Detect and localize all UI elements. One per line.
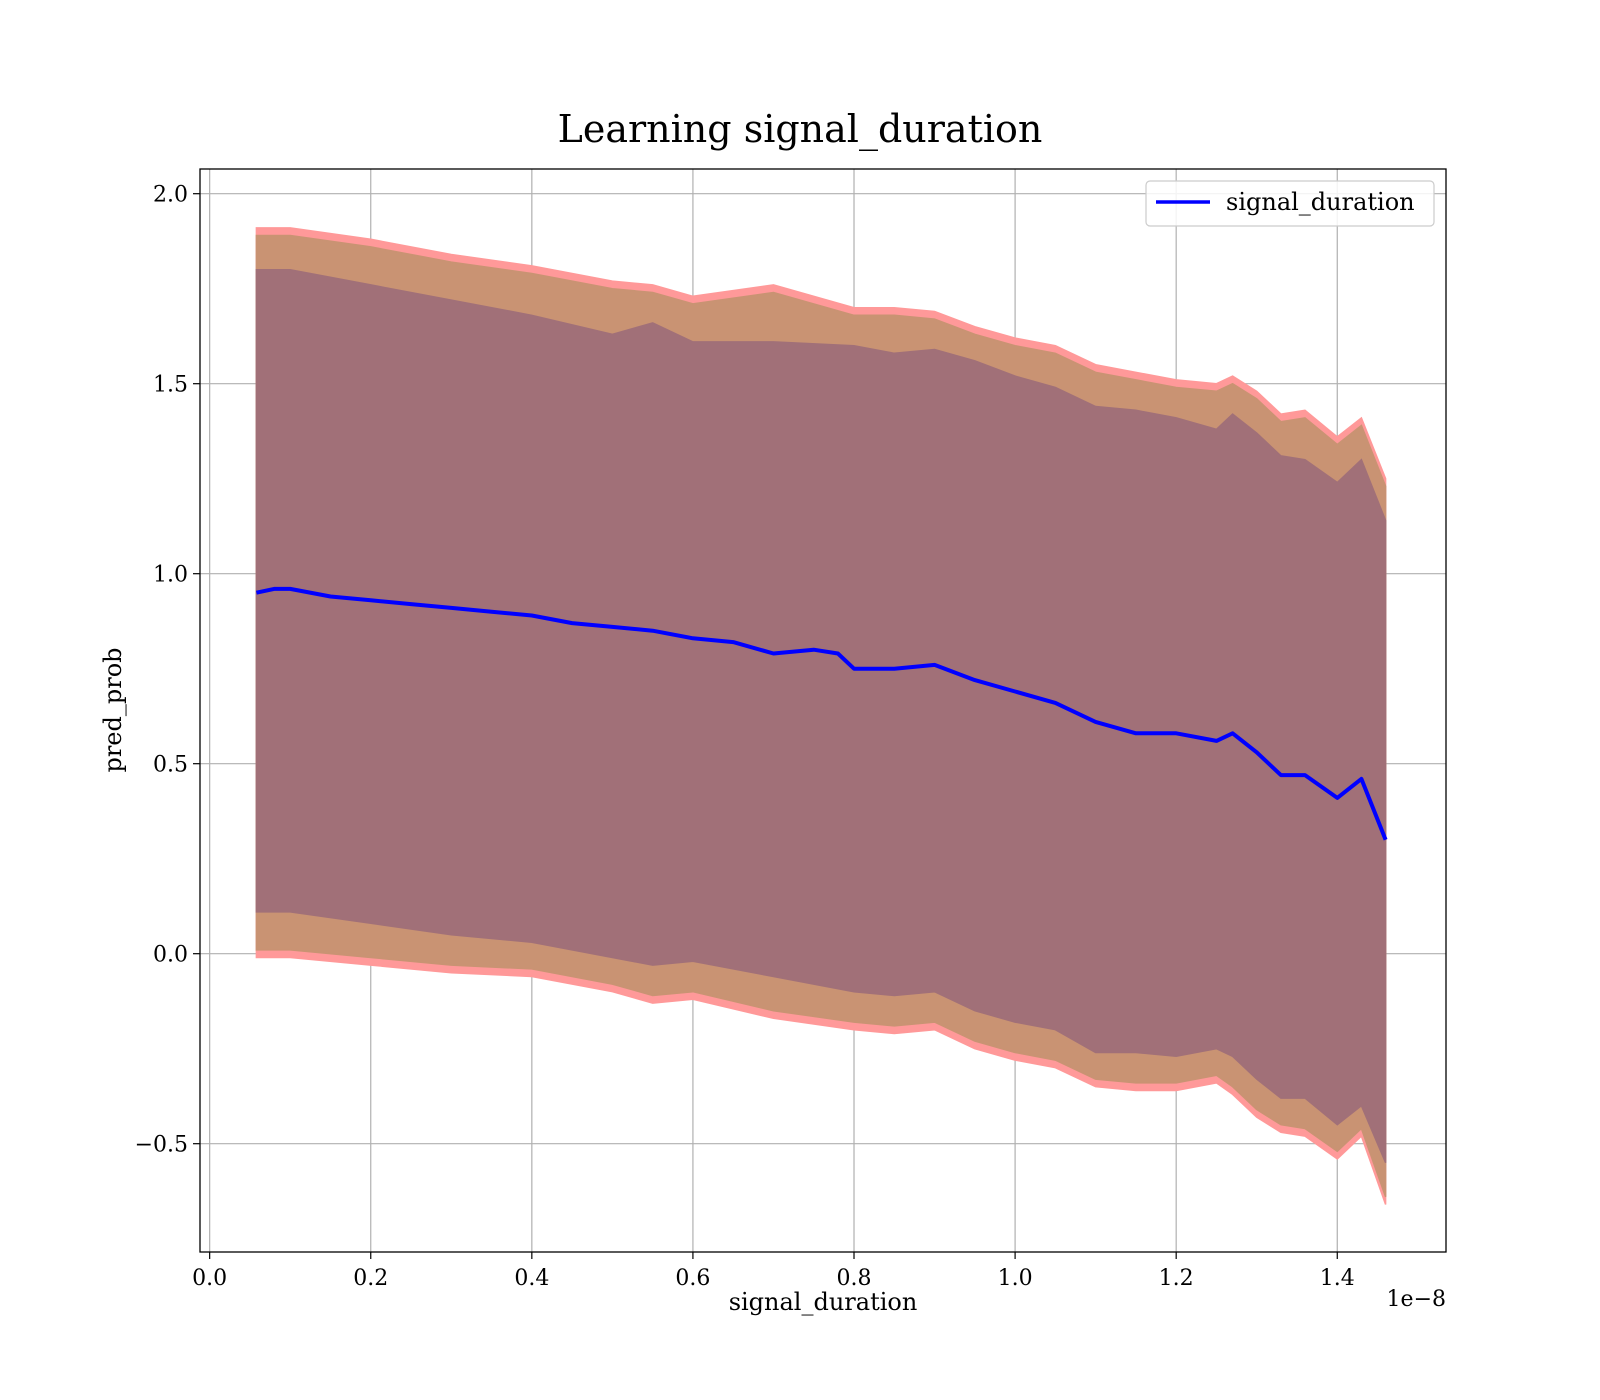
y-tick-label: 2.0 <box>153 183 188 208</box>
x-tick-label: 0.4 <box>514 1266 549 1291</box>
x-tick-label: 0.6 <box>675 1266 710 1291</box>
x-tick-label: 0.8 <box>837 1266 872 1291</box>
x-tick-label: 0.0 <box>192 1266 227 1291</box>
x-tick-label: 1.0 <box>998 1266 1033 1291</box>
y-tick-label: 0.0 <box>153 943 188 968</box>
series-lines <box>255 586 1388 841</box>
y-tick-label: 1.0 <box>153 563 188 588</box>
x-axis-ticks: 0.0 0.2 0.4 0.6 0.8 1.0 1.2 1.4 <box>192 1252 1355 1291</box>
legend-label: signal_duration <box>1226 188 1415 216</box>
x-axis-offset-label: 1e−8 <box>1387 1287 1446 1312</box>
confidence-band-inner <box>255 268 1387 1163</box>
x-tick-label: 1.4 <box>1320 1266 1355 1291</box>
confidence-bands <box>255 227 1387 1205</box>
y-tick-label: 0.5 <box>153 753 188 778</box>
y-axis-ticks: −0.5 0.0 0.5 1.0 1.5 2.0 <box>135 183 200 1158</box>
legend: signal_duration <box>1145 180 1435 227</box>
legend-frame <box>1145 180 1435 227</box>
x-tick-label: 0.2 <box>353 1266 388 1291</box>
y-tick-label: 1.5 <box>153 373 188 398</box>
x-axis-label: signal_duration <box>729 1288 918 1316</box>
y-tick-label: −0.5 <box>135 1133 188 1158</box>
x-tick-label: 1.2 <box>1159 1266 1194 1291</box>
plot-frame <box>199 168 1447 1253</box>
series-line-signal-duration <box>255 586 1388 841</box>
y-axis-label: pred_prob <box>99 647 127 772</box>
chart-title: Learning signal_duration <box>558 107 1043 152</box>
